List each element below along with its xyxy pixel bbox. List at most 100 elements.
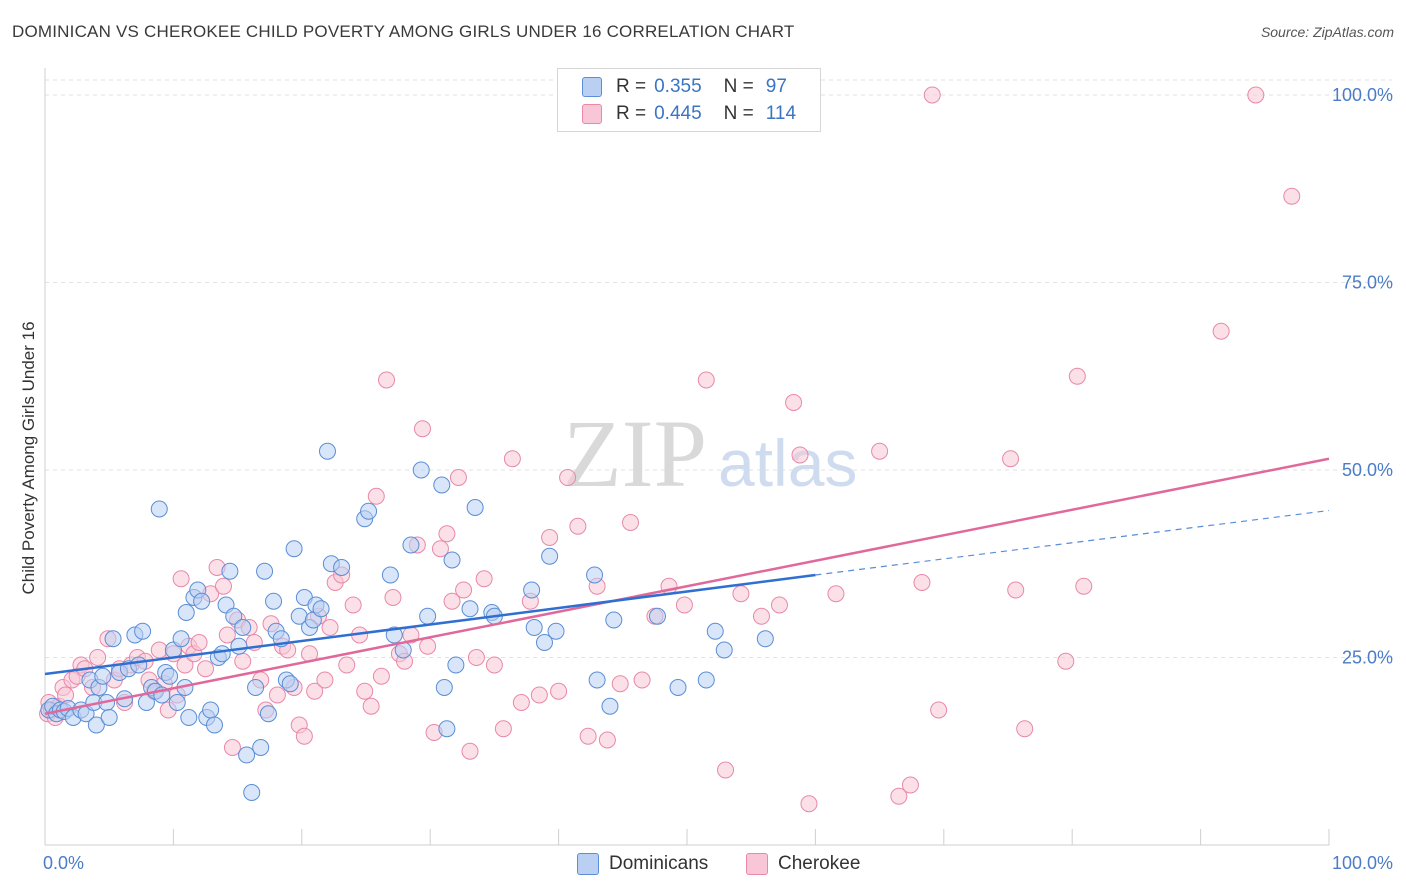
x-tick-label: 0.0% [43,853,84,873]
stats-legend: R = 0.355 N = 97 R = 0.445 N = 114 [557,68,821,132]
cherokee-point [890,787,908,805]
dominican-point [285,540,303,558]
cherokee-point [579,727,597,745]
dominican-point [221,562,239,580]
cherokee-point [438,525,456,543]
cherokee-point [503,450,521,468]
dominican-point [466,499,484,516]
dominicans-legend-swatch [577,853,599,875]
dominican-point [213,645,231,663]
dominican-point [541,547,559,565]
dominican-point [134,622,152,640]
dominican-point [265,592,283,610]
cherokee-point [223,739,241,756]
cherokee-point [234,652,252,670]
cherokee-point [598,731,616,749]
n-label: N = [723,103,754,124]
cherokee-point [384,589,402,606]
dominican-point [447,656,465,674]
cherokee-point [913,574,931,591]
dominican-point [443,551,461,569]
n-value: 97 [765,76,787,97]
cherokee-point [1016,720,1034,738]
cherokee-point [675,596,693,614]
dominicans-trend-line [44,573,816,676]
dominican-point [381,566,399,584]
dominican-point [433,476,451,494]
dominican-point [601,697,619,715]
r-value: 0.355 [654,76,702,97]
dominican-point [605,611,623,629]
cherokee-point [1283,187,1301,205]
cherokee-point [1057,652,1075,670]
cherokee-point [467,649,485,666]
cherokee-point [461,742,479,760]
dominican-point [385,626,403,644]
cherokee-point [431,540,449,558]
dominican-point [523,581,541,599]
r-label: R = [616,103,647,124]
dominican-point [281,675,299,693]
cherokee-point [150,641,168,659]
cherokee-point [512,694,530,711]
dominican-point [94,667,112,685]
cherokee-point [752,607,770,625]
cherokee-point [321,619,339,636]
cherokee-point [770,596,788,614]
watermark: ZIP atlas [563,400,857,507]
dominican-point [586,566,604,584]
dominican-point [100,709,118,726]
cherokee-legend-label: Cherokee [778,853,861,874]
cherokee-point [1068,367,1086,385]
dominican-point [180,709,198,726]
dominican-point [715,641,733,659]
grid-lines [45,79,1392,658]
cherokee-point [419,637,437,655]
tick-labels: 25.0% 50.0% 75.0% 100.0% 0.0% 100.0% [43,85,1393,873]
dominican-point [104,630,122,648]
chart-title: DOMINICAN VS CHEROKEE CHILD POVERTY AMON… [12,22,795,41]
y-tick-label: 100.0% [1332,85,1393,105]
dominican-point [402,536,420,554]
cherokee-point [791,446,809,464]
dominican-point [234,619,252,636]
cherokee-point [306,682,324,700]
cherokee-point [89,649,107,666]
cherokee-point [633,671,651,689]
cherokee-point [785,394,803,411]
cherokee-point [923,86,941,104]
y-tick-label: 50.0% [1342,460,1393,480]
cherokee-point [732,585,750,603]
cherokee-point [827,585,845,603]
r-value: 0.445 [654,103,702,124]
watermark-zip: ZIP [563,400,707,507]
dominican-point [648,607,666,625]
dominican-point [256,562,274,580]
cherokee-point [1002,450,1020,468]
dominican-point [697,671,715,689]
cherokee-point [901,776,919,794]
dominican-point [238,746,256,764]
cherokee-point [559,469,577,486]
cherokee-point [338,656,356,674]
cherokee-point [541,529,559,546]
cherokee-point [378,371,396,389]
dominican-point [435,679,453,696]
x-tick-label: 100.0% [1332,853,1393,873]
dominicans-trend-extension [815,509,1330,576]
cherokee-trend-line [44,457,1330,715]
dominican-point [161,667,179,685]
legend-row-dominicans: R = 0.355 N = 97 [582,75,787,99]
dominican-point [87,716,105,734]
cherokee-point [443,592,461,610]
cherokee-point [1212,322,1230,340]
n-value: 114 [765,103,797,124]
dominicans-swatch [582,77,602,97]
dominican-point [412,461,430,479]
cherokee-point [871,442,889,460]
cherokee-point [197,660,214,678]
dominican-point [177,604,195,621]
dominican-point [225,607,243,625]
dominican-point [252,739,270,756]
